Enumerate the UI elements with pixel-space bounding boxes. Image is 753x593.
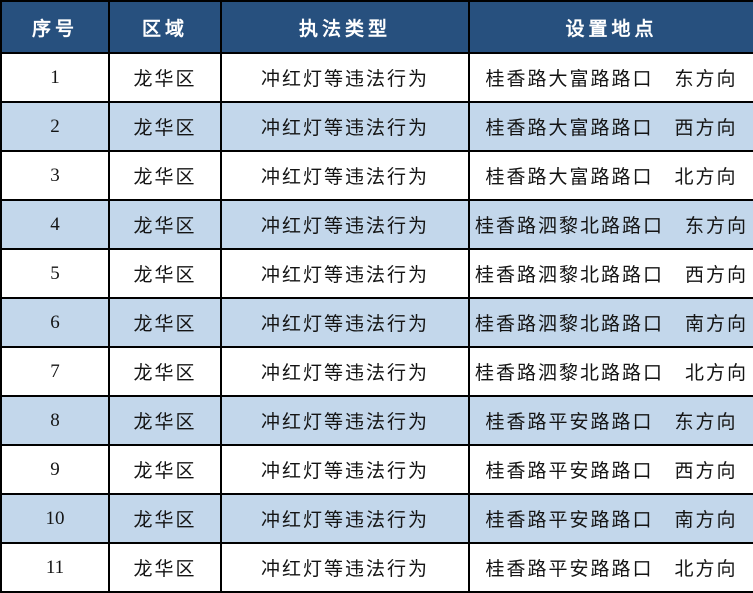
cell-type: 冲红灯等违法行为	[220, 150, 470, 201]
table-row: 2 龙华区 冲红灯等违法行为 桂香路大富路路口 西方向	[0, 101, 753, 152]
cell-type: 冲红灯等违法行为	[220, 444, 470, 495]
cell-area: 龙华区	[108, 493, 222, 544]
cell-area: 龙华区	[108, 52, 222, 103]
cell-type: 冲红灯等违法行为	[220, 199, 470, 250]
cell-location: 桂香路泗黎北路路口 西方向	[468, 248, 753, 299]
cell-area: 龙华区	[108, 199, 222, 250]
header-type: 执法类型	[220, 0, 470, 54]
table-row: 5 龙华区 冲红灯等违法行为 桂香路泗黎北路路口 西方向	[0, 248, 753, 299]
cell-index: 5	[0, 248, 110, 299]
cell-type: 冲红灯等违法行为	[220, 542, 470, 593]
cell-index: 2	[0, 101, 110, 152]
table-row: 6 龙华区 冲红灯等违法行为 桂香路泗黎北路路口 南方向	[0, 297, 753, 348]
cell-area: 龙华区	[108, 346, 222, 397]
table-row: 11 龙华区 冲红灯等违法行为 桂香路平安路路口 北方向	[0, 542, 753, 593]
cell-index: 7	[0, 346, 110, 397]
table-header: 序号 区域 执法类型 设置地点	[0, 0, 753, 54]
table-row: 3 龙华区 冲红灯等违法行为 桂香路大富路路口 北方向	[0, 150, 753, 201]
cell-type: 冲红灯等违法行为	[220, 493, 470, 544]
cell-location: 桂香路大富路路口 西方向	[468, 101, 753, 152]
cell-index: 4	[0, 199, 110, 250]
cell-index: 11	[0, 542, 110, 593]
cell-location: 桂香路大富路路口 北方向	[468, 150, 753, 201]
header-area: 区域	[108, 0, 222, 54]
table-row: 9 龙华区 冲红灯等违法行为 桂香路平安路路口 西方向	[0, 444, 753, 495]
cell-location: 桂香路平安路路口 东方向	[468, 395, 753, 446]
cell-index: 10	[0, 493, 110, 544]
cell-area: 龙华区	[108, 297, 222, 348]
cell-location: 桂香路平安路路口 西方向	[468, 444, 753, 495]
cell-index: 6	[0, 297, 110, 348]
cell-type: 冲红灯等违法行为	[220, 346, 470, 397]
cell-location: 桂香路泗黎北路路口 北方向	[468, 346, 753, 397]
table-row: 10 龙华区 冲红灯等违法行为 桂香路平安路路口 南方向	[0, 493, 753, 544]
cell-location: 桂香路大富路路口 东方向	[468, 52, 753, 103]
table-row: 8 龙华区 冲红灯等违法行为 桂香路平安路路口 东方向	[0, 395, 753, 446]
cell-type: 冲红灯等违法行为	[220, 52, 470, 103]
cell-area: 龙华区	[108, 248, 222, 299]
cell-area: 龙华区	[108, 444, 222, 495]
cell-area: 龙华区	[108, 542, 222, 593]
cell-type: 冲红灯等违法行为	[220, 297, 470, 348]
cell-type: 冲红灯等违法行为	[220, 101, 470, 152]
cell-type: 冲红灯等违法行为	[220, 248, 470, 299]
cell-index: 3	[0, 150, 110, 201]
header-location: 设置地点	[468, 0, 753, 54]
table-body: 1 龙华区 冲红灯等违法行为 桂香路大富路路口 东方向 2 龙华区 冲红灯等违法行为 桂香路大…	[0, 52, 753, 593]
cell-location: 桂香路平安路路口 南方向	[468, 493, 753, 544]
table-row: 7 龙华区 冲红灯等违法行为 桂香路泗黎北路路口 北方向	[0, 346, 753, 397]
header-index: 序号	[0, 0, 110, 54]
cell-area: 龙华区	[108, 101, 222, 152]
cell-index: 1	[0, 52, 110, 103]
cell-index: 9	[0, 444, 110, 495]
cell-area: 龙华区	[108, 395, 222, 446]
header-row: 序号 区域 执法类型 设置地点	[0, 0, 753, 54]
cell-location: 桂香路泗黎北路路口 南方向	[468, 297, 753, 348]
cell-location: 桂香路泗黎北路路口 东方向	[468, 199, 753, 250]
cell-area: 龙华区	[108, 150, 222, 201]
cell-type: 冲红灯等违法行为	[220, 395, 470, 446]
table-row: 1 龙华区 冲红灯等违法行为 桂香路大富路路口 东方向	[0, 52, 753, 103]
cell-location: 桂香路平安路路口 北方向	[468, 542, 753, 593]
table-row: 4 龙华区 冲红灯等违法行为 桂香路泗黎北路路口 东方向	[0, 199, 753, 250]
cell-index: 8	[0, 395, 110, 446]
